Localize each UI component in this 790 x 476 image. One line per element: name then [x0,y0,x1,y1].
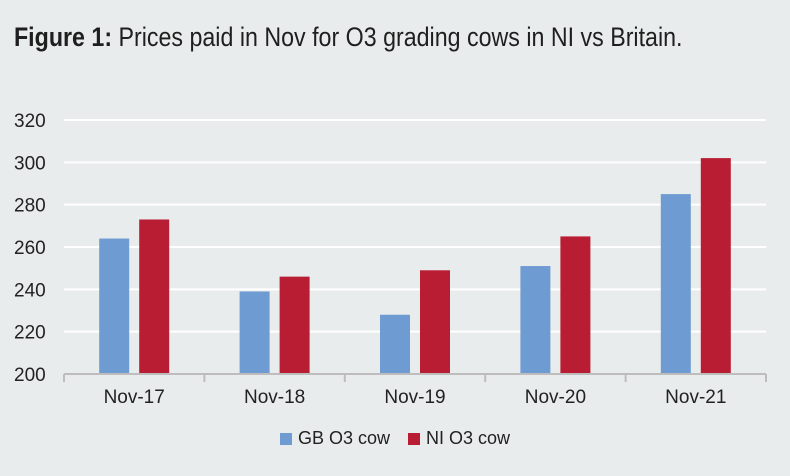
x-tick-label: Nov-20 [525,387,586,408]
bar-ni-nov-21 [700,158,731,374]
y-tick-label: 280 [14,196,46,217]
legend-swatch-gb [279,432,292,445]
x-tick-label: Nov-18 [244,387,305,408]
legend-item-gb: GB O3 cow [279,428,390,449]
bar-ni-nov-20 [560,236,591,374]
title-text: Prices paid in Nov for O3 grading cows i… [118,22,683,52]
bar-gb-nov-17 [99,238,130,374]
y-tick-label: 240 [14,280,46,301]
y-tick-label: 300 [14,153,46,174]
x-tick-label: Nov-21 [665,387,726,408]
bars [99,158,731,374]
bar-gb-nov-18 [239,291,270,374]
gridlines [64,119,766,333]
legend-item-ni: NI O3 cow [408,428,510,449]
y-tick-label: 200 [14,365,46,386]
x-tick-labels: Nov-17 Nov-18 Nov-19 Nov-20 Nov-21 [104,387,727,408]
legend-swatch-ni [408,432,420,445]
x-tick-label: Nov-19 [384,387,445,408]
bar-gb-nov-19 [380,314,410,374]
y-tick-label: 320 [14,111,46,132]
bar-gb-nov-21 [660,194,691,374]
x-tick-label: Nov-17 [104,387,165,408]
axes [63,373,767,382]
legend-label-gb: GB O3 cow [297,428,390,448]
bar-ni-nov-18 [279,276,310,374]
legend: GB O3 cow NI O3 cow [0,428,790,449]
chart-title: Figure 1: Prices paid in Nov for O3 grad… [14,22,682,53]
y-tick-labels: 200 220 240 260 280 300 320 [14,111,46,386]
figure-prefix: Figure 1: [14,22,113,52]
y-tick-label: 260 [14,238,46,259]
bar-gb-nov-20 [520,266,551,374]
bar-ni-nov-19 [420,270,450,374]
bar-ni-nov-17 [139,219,170,374]
legend-label-ni: NI O3 cow [426,428,511,448]
y-tick-label: 220 [14,323,46,344]
